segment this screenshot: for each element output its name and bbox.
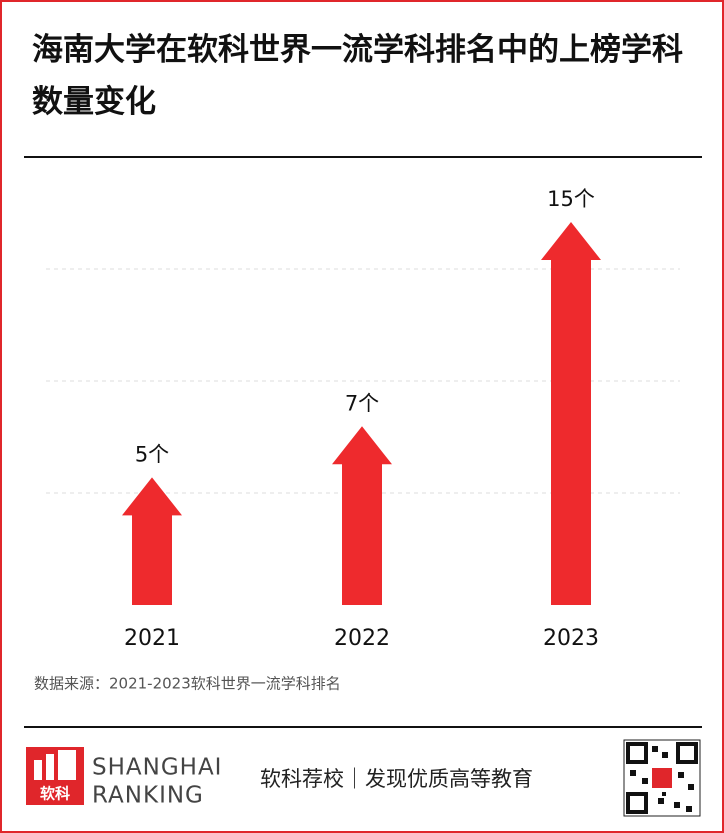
value-label: 5个 (135, 442, 169, 466)
title-box: 海南大学在软科世界一流学科排名中的上榜学科数量变化 (32, 32, 683, 120)
logo-bar (34, 760, 42, 780)
chart-title: 海南大学在软科世界一流学科排名中的上榜学科数量变化 (32, 32, 683, 120)
x-tick-label: 2023 (543, 626, 599, 651)
qr-finder (626, 742, 648, 764)
arrow-bar (541, 222, 601, 605)
logo-text: 软科 (40, 785, 70, 803)
slogan: 软科荐校｜发现优质高等教育 (260, 767, 533, 791)
value-label: 15个 (547, 187, 595, 211)
value-label: 7个 (345, 391, 379, 415)
arrow-bar (332, 426, 392, 605)
logo-bar (46, 754, 54, 780)
qr-code (623, 739, 701, 817)
logo-bar (58, 750, 76, 780)
x-tick-label: 2021 (124, 626, 180, 651)
brand: SHANGHAI (92, 755, 222, 781)
qr-dots (630, 746, 694, 812)
arrow-bar (122, 477, 182, 605)
brand: RANKING (92, 783, 204, 809)
qr-logo (652, 768, 672, 788)
qr-finder (626, 792, 648, 814)
x-tick-label: 2022 (334, 626, 390, 651)
qr-finder (676, 742, 698, 764)
source-note: 数据来源：2021-2023软科世界一流学科排名 (34, 675, 341, 693)
